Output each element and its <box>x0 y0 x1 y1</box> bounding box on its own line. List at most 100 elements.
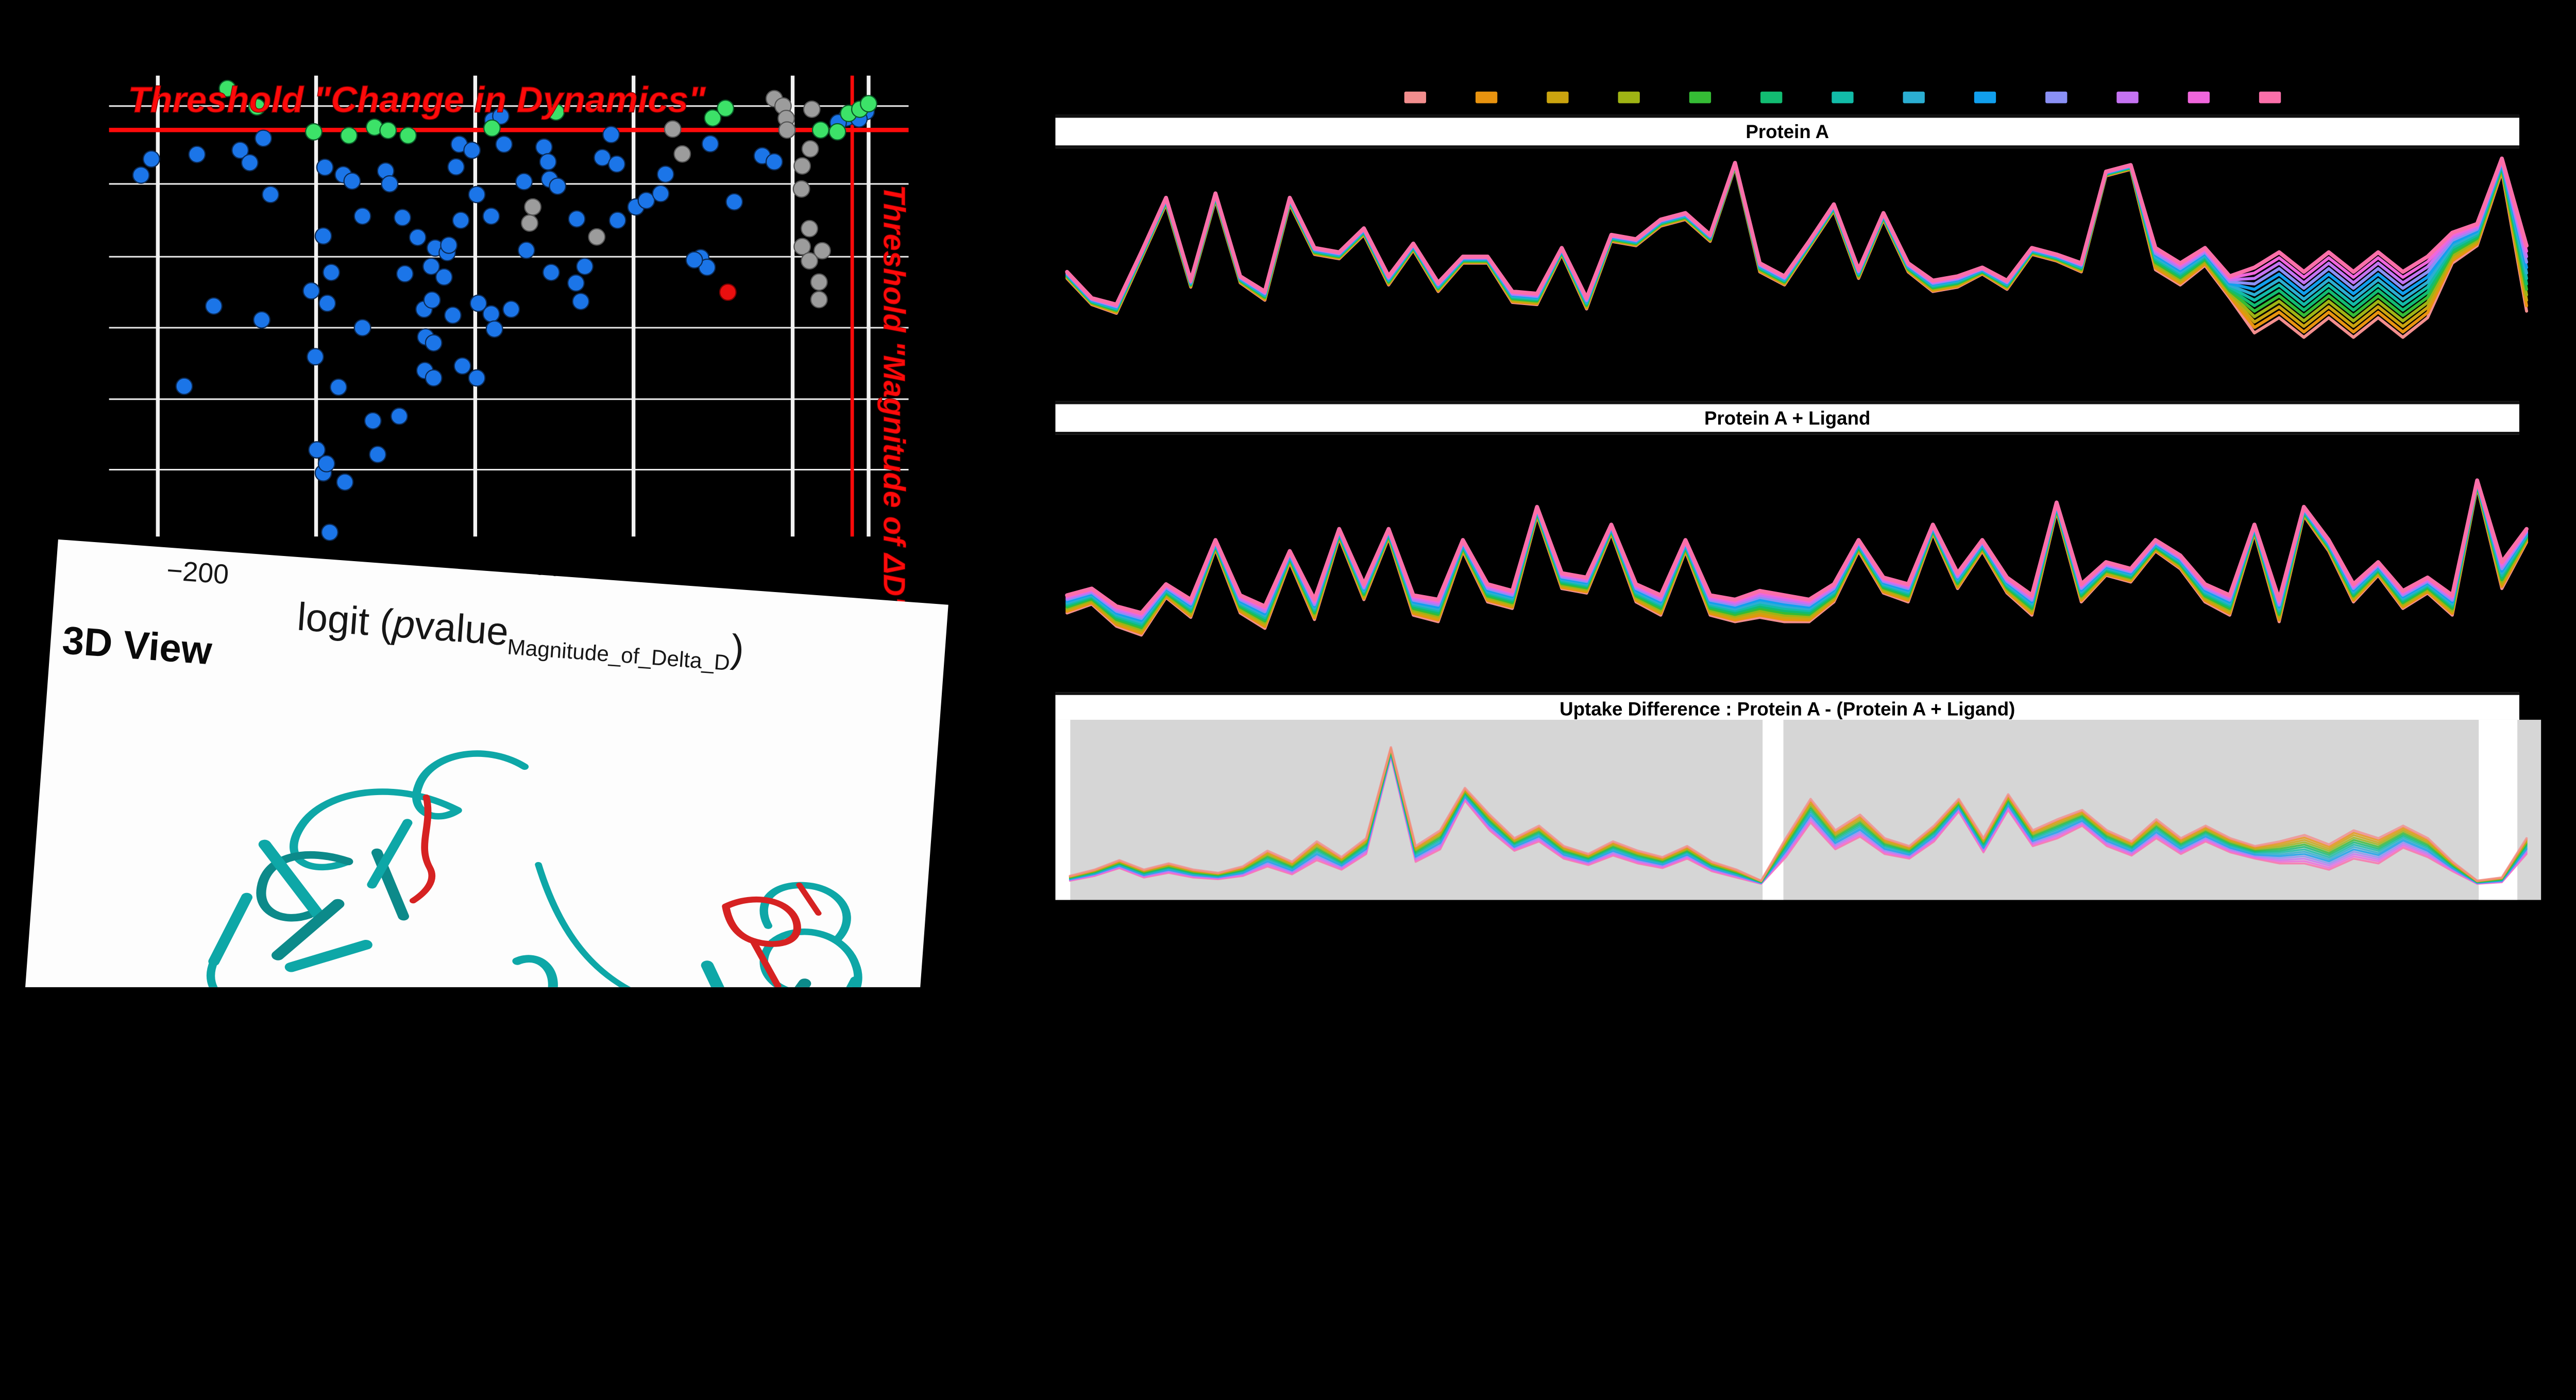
volcano-point-b[interactable] <box>188 145 206 163</box>
legend-dash-10[interactable] <box>2045 91 2067 104</box>
volcano-point-y[interactable] <box>810 273 828 291</box>
volcano-point-g[interactable] <box>304 123 323 141</box>
volcano-point-b[interactable] <box>364 412 382 430</box>
volcano-point-y[interactable] <box>793 238 811 256</box>
legend-dash-1[interactable] <box>1404 91 1427 104</box>
volcano-point-b[interactable] <box>469 294 487 312</box>
volcano-point-b[interactable] <box>422 258 440 275</box>
volcano-point-b[interactable] <box>549 177 567 195</box>
volcano-point-y[interactable] <box>792 180 810 198</box>
volcano-point-g[interactable] <box>717 99 735 117</box>
volcano-plot[interactable]: Threshold "Change in Dynamics" Threshold … <box>0 0 1032 756</box>
volcano-point-g[interactable] <box>340 127 358 144</box>
volcano-point-b[interactable] <box>316 158 334 176</box>
volcano-point-b[interactable] <box>656 165 674 183</box>
3d-view-card[interactable]: −200 −100 logit (pvalueMagnitude_of_Delt… <box>23 539 948 987</box>
volcano-point-g[interactable] <box>399 127 417 144</box>
volcano-point-b[interactable] <box>353 207 371 225</box>
volcano-point-b[interactable] <box>463 141 481 159</box>
volcano-point-b[interactable] <box>572 293 590 310</box>
legend-dash-7[interactable] <box>1832 91 1854 104</box>
volcano-point-g[interactable] <box>860 95 877 113</box>
volcano-point-g[interactable] <box>828 123 846 141</box>
volcano-point-b[interactable] <box>425 369 443 387</box>
volcano-point-b[interactable] <box>468 185 486 204</box>
volcano-point-b[interactable] <box>396 265 414 283</box>
volcano-point-b[interactable] <box>685 251 703 269</box>
uptake-chart-protein-a[interactable] <box>1056 143 2538 390</box>
volcano-point-b[interactable] <box>482 207 500 225</box>
volcano-point-b[interactable] <box>440 236 458 254</box>
legend-dash-3[interactable] <box>1547 91 1569 104</box>
volcano-point-b[interactable] <box>142 150 160 168</box>
volcano-point-g[interactable] <box>547 103 565 121</box>
volcano-point-b[interactable] <box>425 334 443 352</box>
volcano-point-b[interactable] <box>542 263 560 281</box>
volcano-point-y[interactable] <box>588 228 606 246</box>
volcano-point-b[interactable] <box>492 107 510 125</box>
selection-background[interactable] <box>1055 719 2541 900</box>
volcano-point-b[interactable] <box>765 153 783 171</box>
unselected-band[interactable] <box>1055 719 1071 900</box>
volcano-point-b[interactable] <box>608 155 626 173</box>
volcano-point-b[interactable] <box>567 274 585 292</box>
volcano-point-b[interactable] <box>391 407 408 425</box>
volcano-point-b[interactable] <box>594 149 612 166</box>
volcano-point-g[interactable] <box>483 119 501 137</box>
volcano-point-b[interactable] <box>447 158 465 176</box>
legend-dash-11[interactable] <box>2116 91 2139 104</box>
volcano-point-b[interactable] <box>321 524 338 542</box>
volcano-point-b[interactable] <box>652 184 670 203</box>
volcano-point-r[interactable] <box>719 283 737 301</box>
volcano-point-g[interactable] <box>248 98 266 116</box>
volcano-point-b[interactable] <box>701 135 719 153</box>
legend-dash-12[interactable] <box>2188 91 2210 104</box>
volcano-point-b[interactable] <box>452 211 470 229</box>
volcano-point-g[interactable] <box>379 122 397 140</box>
volcano-point-b[interactable] <box>409 228 427 246</box>
volcano-point-b[interactable] <box>517 241 535 259</box>
volcano-point-b[interactable] <box>435 268 453 286</box>
volcano-point-y[interactable] <box>521 214 538 232</box>
volcano-point-y[interactable] <box>801 220 819 238</box>
legend-dash-6[interactable] <box>1760 91 1783 104</box>
volcano-point-b[interactable] <box>444 306 462 324</box>
volcano-point-y[interactable] <box>801 252 819 270</box>
volcano-point-b[interactable] <box>468 369 486 387</box>
volcano-point-b[interactable] <box>336 473 354 491</box>
volcano-point-y[interactable] <box>778 121 796 139</box>
volcano-point-b[interactable] <box>330 378 347 396</box>
volcano-point-b[interactable] <box>231 141 249 159</box>
volcano-point-g[interactable] <box>704 109 722 127</box>
volcano-point-b[interactable] <box>502 300 520 318</box>
legend-dash-2[interactable] <box>1475 91 1498 104</box>
protein-ribbon-3d[interactable] <box>40 668 936 987</box>
volcano-point-b[interactable] <box>307 348 324 366</box>
volcano-point-y[interactable] <box>801 140 819 158</box>
volcano-point-y[interactable] <box>524 198 542 216</box>
volcano-point-b[interactable] <box>262 185 280 204</box>
legend-dash-4[interactable] <box>1618 91 1640 104</box>
uptake-chart-protein-a-ligand[interactable] <box>1056 429 2538 679</box>
legend-dash-9[interactable] <box>1974 91 1996 104</box>
uptake-difference-chart[interactable] <box>1055 719 2541 900</box>
volcano-point-b[interactable] <box>302 282 320 300</box>
volcano-point-b[interactable] <box>369 446 386 463</box>
volcano-point-b[interactable] <box>539 153 557 171</box>
volcano-point-b[interactable] <box>453 357 471 375</box>
volcano-point-b[interactable] <box>253 311 270 329</box>
volcano-point-b[interactable] <box>515 173 533 191</box>
volcano-point-b[interactable] <box>394 209 412 227</box>
volcano-point-b[interactable] <box>381 175 399 193</box>
volcano-point-b[interactable] <box>485 320 503 338</box>
volcano-point-b[interactable] <box>423 291 441 309</box>
volcano-point-b[interactable] <box>602 126 620 144</box>
volcano-point-b[interactable] <box>725 193 743 211</box>
volcano-point-b[interactable] <box>482 305 500 323</box>
volcano-point-y[interactable] <box>793 157 811 175</box>
legend-dash-5[interactable] <box>1689 91 1711 104</box>
volcano-point-b[interactable] <box>535 138 553 156</box>
volcano-point-b[interactable] <box>353 319 371 336</box>
volcano-point-y[interactable] <box>673 145 691 163</box>
volcano-point-b[interactable] <box>308 441 326 459</box>
